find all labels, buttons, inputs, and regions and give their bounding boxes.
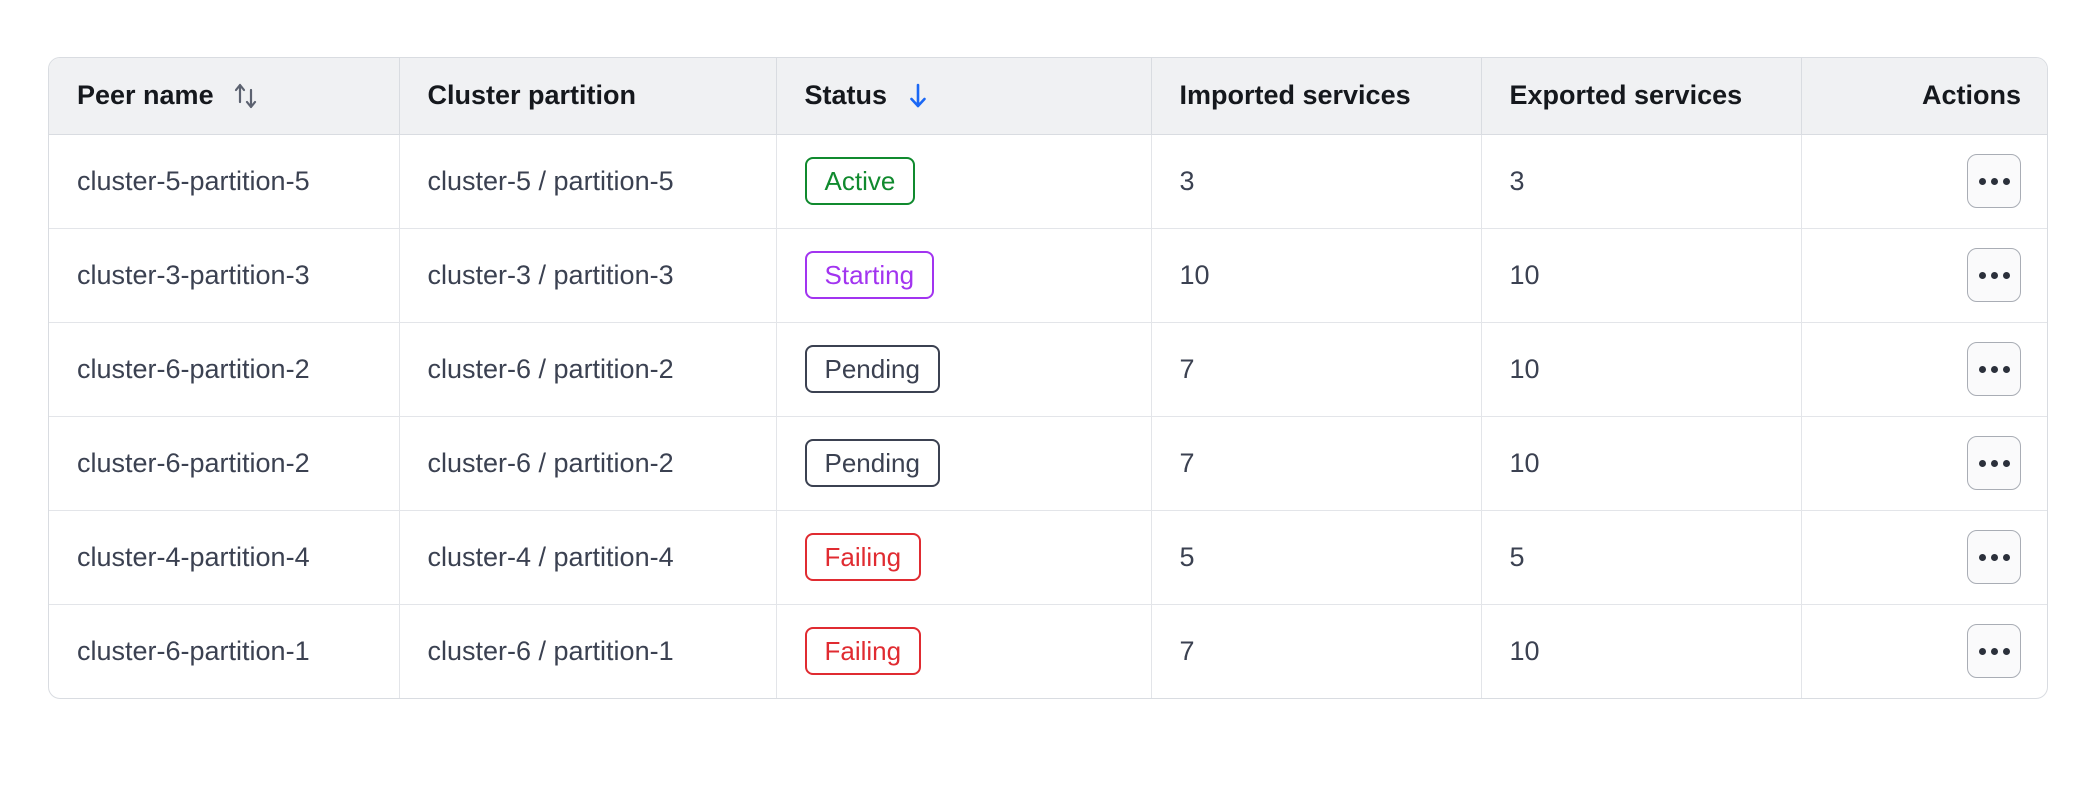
column-header-actions: Actions	[1801, 58, 2047, 135]
cell-exported-services: 5	[1481, 510, 1802, 605]
ellipsis-icon	[2002, 553, 2010, 561]
column-header-label: Imported services	[1179, 80, 1411, 111]
column-header-label: Status	[804, 80, 888, 111]
row-actions-menu-button[interactable]	[1967, 248, 2021, 302]
ellipsis-icon	[1990, 177, 1998, 185]
cell-peer-name: cluster-6-partition-2	[49, 416, 400, 511]
status-badge: Starting	[804, 251, 935, 299]
cell-imported-services: 10	[1151, 228, 1482, 323]
ellipsis-icon	[1978, 271, 1986, 279]
column-header-exported-services[interactable]: Exported services	[1481, 58, 1802, 135]
cell-exported-services: 10	[1481, 604, 1802, 698]
ellipsis-icon	[1990, 365, 1998, 373]
status-badge: Active	[804, 157, 916, 205]
sort-descending-icon[interactable]	[905, 80, 931, 112]
cell-actions	[1801, 228, 2047, 323]
ellipsis-icon	[1978, 177, 1986, 185]
row-actions-menu-button[interactable]	[1967, 436, 2021, 490]
sort-unsorted-icon[interactable]	[232, 80, 260, 112]
column-header-label: Peer name	[77, 80, 214, 111]
row-actions-menu-button[interactable]	[1967, 530, 2021, 584]
ellipsis-icon	[1978, 647, 1986, 655]
cell-cluster-partition: cluster-6 / partition-1	[399, 604, 777, 698]
status-badge: Pending	[804, 345, 940, 393]
cell-exported-services: 10	[1481, 416, 1802, 511]
cell-peer-name: cluster-4-partition-4	[49, 510, 400, 605]
ellipsis-icon	[1978, 365, 1986, 373]
cell-actions	[1801, 416, 2047, 511]
ellipsis-icon	[2002, 177, 2010, 185]
cell-cluster-partition: cluster-4 / partition-4	[399, 510, 777, 605]
ellipsis-icon	[1978, 553, 1986, 561]
table-row[interactable]: cluster-6-partition-1 cluster-6 / partit…	[49, 604, 2047, 698]
cell-imported-services: 7	[1151, 416, 1482, 511]
cell-imported-services: 3	[1151, 134, 1482, 229]
column-header-peer-name[interactable]: Peer name	[49, 58, 400, 135]
column-header-cluster-partition[interactable]: Cluster partition	[399, 58, 777, 135]
ellipsis-icon	[1990, 459, 1998, 467]
cell-peer-name: cluster-3-partition-3	[49, 228, 400, 323]
cell-cluster-partition: cluster-5 / partition-5	[399, 134, 777, 229]
status-badge: Failing	[804, 627, 922, 676]
cell-status: Failing	[776, 510, 1152, 605]
table-row[interactable]: cluster-4-partition-4 cluster-4 / partit…	[49, 510, 2047, 605]
row-actions-menu-button[interactable]	[1967, 624, 2021, 679]
cell-status: Active	[776, 134, 1152, 229]
table-row[interactable]: cluster-6-partition-2 cluster-6 / partit…	[49, 322, 2047, 417]
cell-peer-name: cluster-6-partition-2	[49, 322, 400, 417]
cell-cluster-partition: cluster-3 / partition-3	[399, 228, 777, 323]
table-row[interactable]: cluster-5-partition-5 cluster-5 / partit…	[49, 134, 2047, 229]
ellipsis-icon	[2002, 459, 2010, 467]
ellipsis-icon	[2002, 647, 2010, 655]
cell-actions	[1801, 510, 2047, 605]
cell-status: Pending	[776, 416, 1152, 511]
table-body: cluster-5-partition-5 cluster-5 / partit…	[49, 134, 2047, 698]
cell-actions	[1801, 134, 2047, 229]
row-actions-menu-button[interactable]	[1967, 342, 2021, 396]
header-row: Peer name Cluster partition	[49, 58, 2047, 135]
column-header-label: Actions	[1921, 80, 2021, 111]
ellipsis-icon	[2002, 365, 2010, 373]
ellipsis-icon	[1990, 553, 1998, 561]
cell-status: Pending	[776, 322, 1152, 417]
cell-exported-services: 3	[1481, 134, 1802, 229]
cell-peer-name: cluster-6-partition-1	[49, 604, 400, 698]
cell-exported-services: 10	[1481, 228, 1802, 323]
cell-status: Starting	[776, 228, 1152, 323]
table-row[interactable]: cluster-3-partition-3 cluster-3 / partit…	[49, 228, 2047, 323]
cell-cluster-partition: cluster-6 / partition-2	[399, 416, 777, 511]
cell-actions	[1801, 604, 2047, 698]
cell-status: Failing	[776, 604, 1152, 698]
table-row[interactable]: cluster-6-partition-2 cluster-6 / partit…	[49, 416, 2047, 511]
peers-table: Peer name Cluster partition	[49, 58, 2047, 698]
cell-imported-services: 5	[1151, 510, 1482, 605]
ellipsis-icon	[1990, 647, 1998, 655]
cell-imported-services: 7	[1151, 322, 1482, 417]
column-header-status[interactable]: Status	[776, 58, 1152, 135]
cell-cluster-partition: cluster-6 / partition-2	[399, 322, 777, 417]
status-badge: Failing	[804, 533, 922, 581]
cell-exported-services: 10	[1481, 322, 1802, 417]
column-header-label: Cluster partition	[427, 80, 637, 111]
cell-actions	[1801, 322, 2047, 417]
table-header: Peer name Cluster partition	[49, 58, 2047, 135]
column-header-label: Exported services	[1509, 80, 1743, 111]
ellipsis-icon	[2002, 271, 2010, 279]
cell-imported-services: 7	[1151, 604, 1482, 698]
row-actions-menu-button[interactable]	[1967, 154, 2021, 208]
peers-table-container: Peer name Cluster partition	[48, 57, 2048, 699]
ellipsis-icon	[1990, 271, 1998, 279]
ellipsis-icon	[1978, 459, 1986, 467]
column-header-imported-services[interactable]: Imported services	[1151, 58, 1482, 135]
cell-peer-name: cluster-5-partition-5	[49, 134, 400, 229]
status-badge: Pending	[804, 439, 940, 487]
